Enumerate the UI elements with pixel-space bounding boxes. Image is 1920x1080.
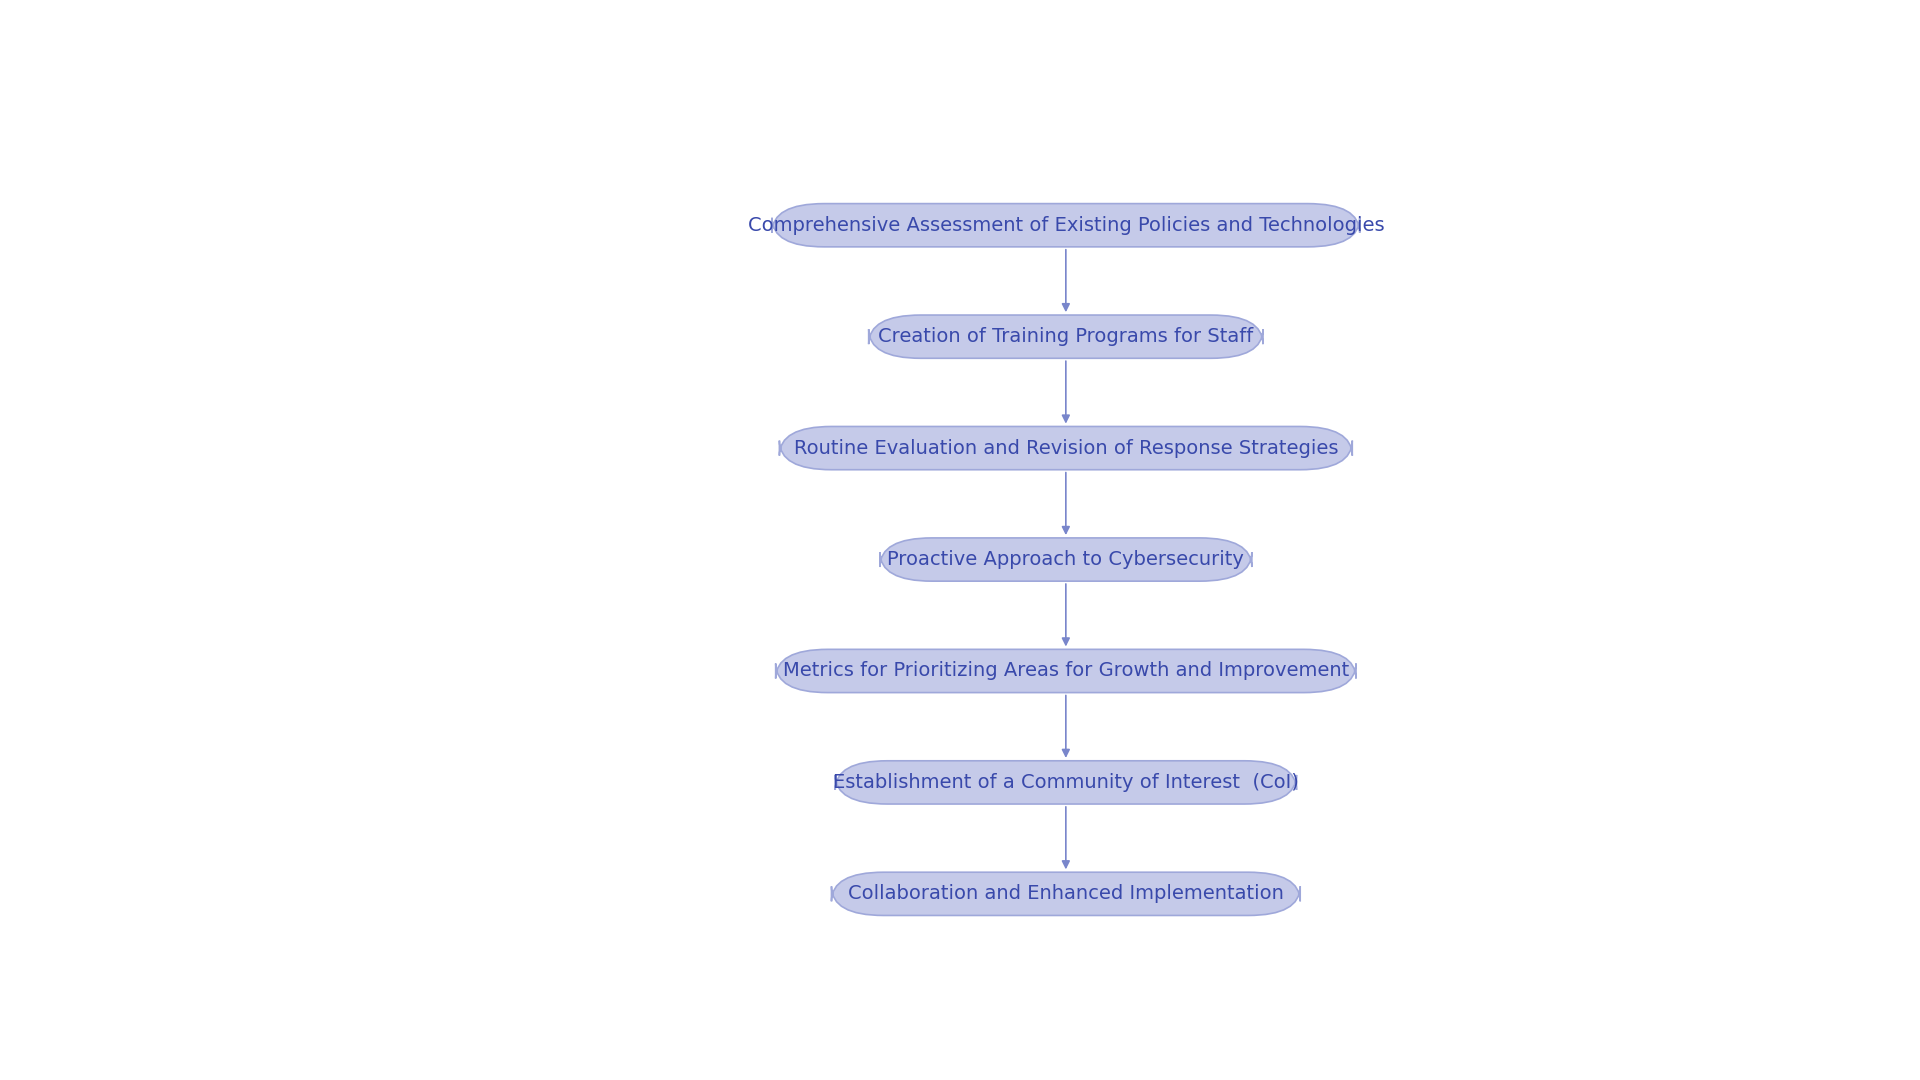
- Text: Metrics for Prioritizing Areas for Growth and Improvement: Metrics for Prioritizing Areas for Growt…: [783, 661, 1350, 680]
- FancyBboxPatch shape: [772, 204, 1359, 247]
- Text: Comprehensive Assessment of Existing Policies and Technologies: Comprehensive Assessment of Existing Pol…: [747, 216, 1384, 234]
- Text: Creation of Training Programs for Staff: Creation of Training Programs for Staff: [877, 327, 1254, 347]
- FancyBboxPatch shape: [879, 538, 1252, 581]
- FancyBboxPatch shape: [780, 427, 1352, 470]
- FancyBboxPatch shape: [868, 315, 1263, 359]
- Text: Establishment of a Community of Interest  (CoI): Establishment of a Community of Interest…: [833, 773, 1298, 792]
- Text: Routine Evaluation and Revision of Response Strategies: Routine Evaluation and Revision of Respo…: [793, 438, 1338, 458]
- FancyBboxPatch shape: [835, 760, 1296, 804]
- FancyBboxPatch shape: [776, 649, 1356, 692]
- Text: Collaboration and Enhanced Implementation: Collaboration and Enhanced Implementatio…: [849, 885, 1284, 903]
- Text: Proactive Approach to Cybersecurity: Proactive Approach to Cybersecurity: [887, 550, 1244, 569]
- FancyBboxPatch shape: [831, 873, 1300, 916]
